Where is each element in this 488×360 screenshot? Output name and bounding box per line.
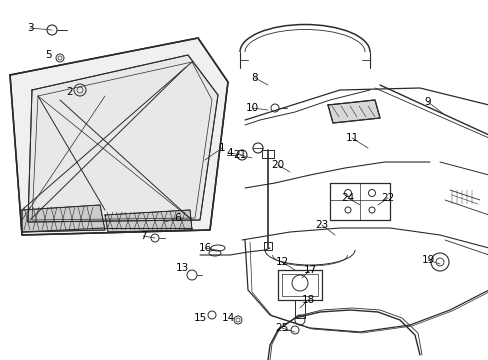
Text: 21: 21	[233, 150, 246, 160]
Text: 1: 1	[218, 143, 225, 153]
Text: 2: 2	[66, 87, 73, 97]
Text: 6: 6	[174, 213, 181, 223]
Polygon shape	[28, 55, 218, 222]
Text: 11: 11	[345, 133, 358, 143]
Polygon shape	[10, 38, 227, 235]
Text: 19: 19	[421, 255, 434, 265]
Text: 12: 12	[275, 257, 288, 267]
Text: 10: 10	[245, 103, 258, 113]
Text: 4: 4	[226, 148, 233, 158]
Text: 15: 15	[193, 313, 206, 323]
Text: 20: 20	[271, 160, 284, 170]
Text: 16: 16	[198, 243, 211, 253]
Text: 23: 23	[315, 220, 328, 230]
Polygon shape	[327, 100, 379, 123]
Text: 5: 5	[44, 50, 51, 60]
Text: 13: 13	[175, 263, 188, 273]
Text: 3: 3	[27, 23, 33, 33]
Text: 25: 25	[275, 323, 288, 333]
Text: 14: 14	[221, 313, 234, 323]
Text: 17: 17	[303, 265, 316, 275]
Text: 7: 7	[140, 231, 146, 241]
Text: 22: 22	[381, 193, 394, 203]
Polygon shape	[22, 205, 105, 232]
Text: 18: 18	[301, 295, 314, 305]
Text: 9: 9	[424, 97, 430, 107]
Polygon shape	[105, 210, 192, 232]
Text: 24: 24	[341, 193, 354, 203]
Text: 8: 8	[251, 73, 258, 83]
